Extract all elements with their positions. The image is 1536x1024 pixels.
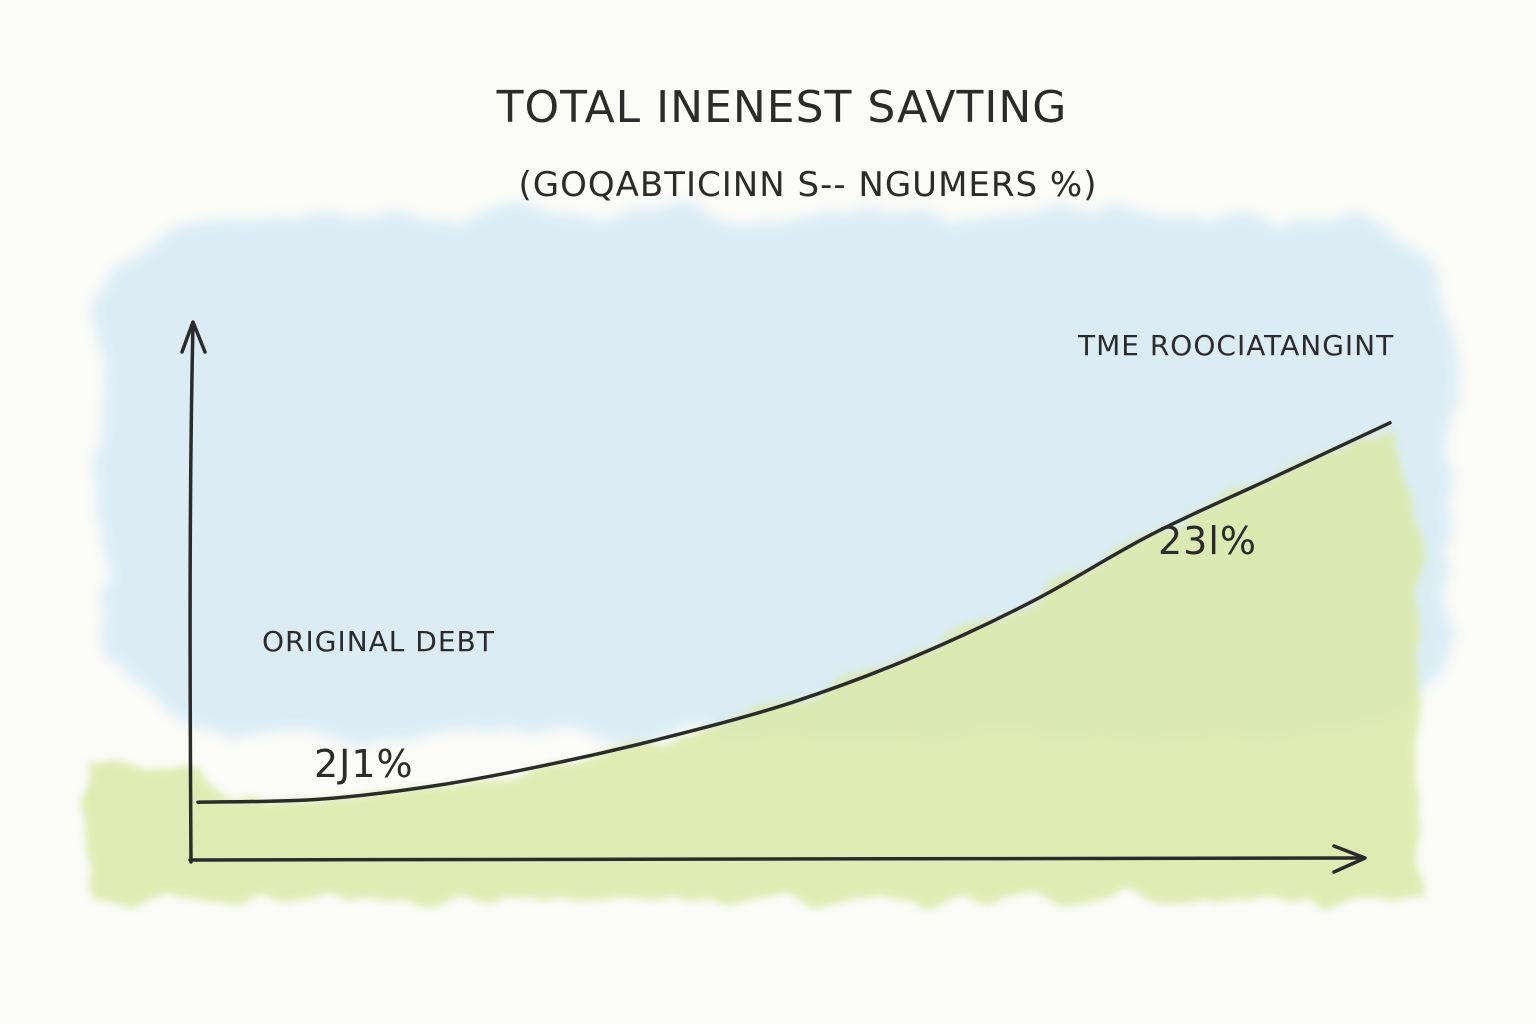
y-axis	[188, 323, 195, 864]
area-fill	[90, 422, 1420, 900]
watercolor-background	[90, 215, 1450, 900]
x-axis-arrowhead	[1332, 844, 1367, 874]
end-value-label: 23l%	[1158, 519, 1257, 563]
chart-title: TOTAL INENEST SAVTING	[496, 82, 1068, 133]
x-axis	[188, 856, 1364, 862]
series-label: TME ROOCIATANGINT	[1077, 329, 1394, 362]
axes	[180, 320, 1367, 874]
series-line	[196, 421, 1392, 804]
original-debt-label: ORIGINAL DEBT	[262, 625, 495, 658]
start-value-label: 2Ј1%	[314, 742, 414, 786]
chart-subtitle: (GOQABTICINN S-- NGUMERS %)	[519, 165, 1098, 205]
y-axis-arrowhead	[180, 320, 207, 354]
